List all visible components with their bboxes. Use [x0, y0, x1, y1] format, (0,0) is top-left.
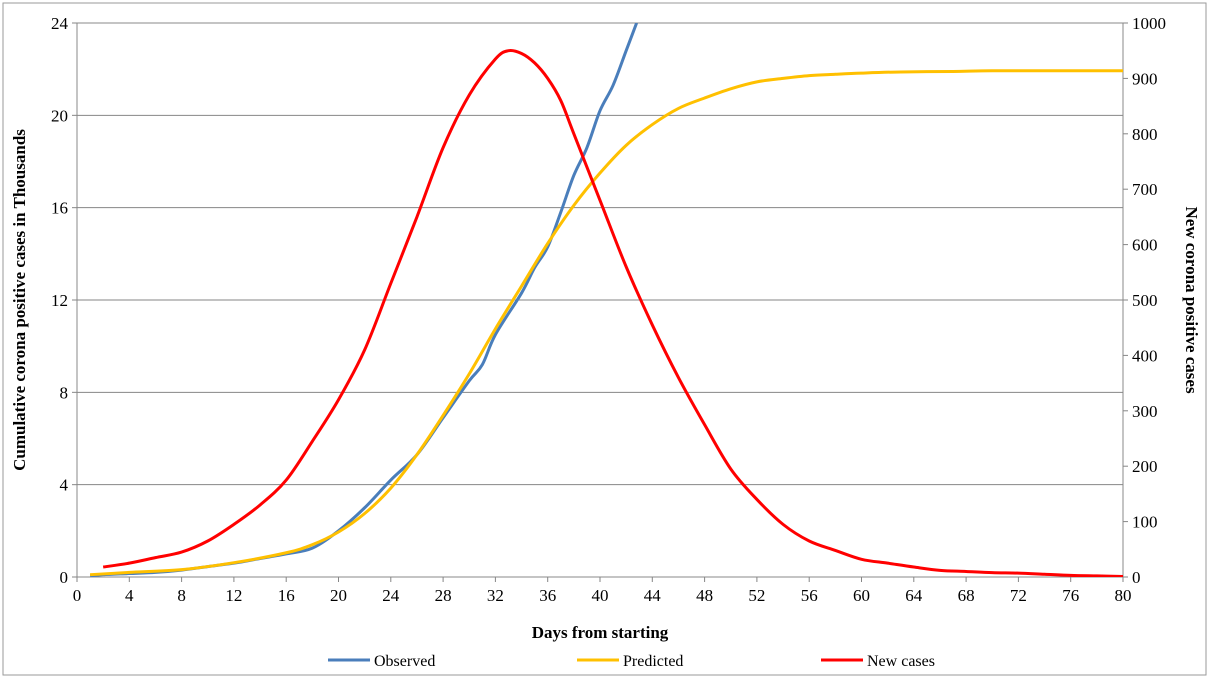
x-tick-label: 16 — [278, 586, 295, 605]
y-right-tick-label: 300 — [1132, 402, 1158, 421]
x-tick-label: 56 — [801, 586, 818, 605]
y-right-tick-label: 900 — [1132, 69, 1158, 88]
y-left-tick-label: 20 — [51, 106, 68, 125]
y-left-tick-label: 12 — [51, 291, 68, 310]
legend: Observed Predicted New cases — [328, 653, 935, 670]
x-tick-label: 80 — [1115, 586, 1132, 605]
predicted-line — [89, 69, 1123, 577]
x-tick-label: 48 — [696, 586, 713, 605]
x-tick-label: 4 — [125, 586, 134, 605]
x-tick-label: 44 — [644, 586, 662, 605]
legend-label-new-cases: New cases — [867, 653, 935, 670]
x-tick-label: 36 — [539, 586, 556, 605]
y-right-tick-label: 0 — [1132, 568, 1141, 587]
new-cases-line — [102, 48, 1123, 577]
y-left-tick-label: 16 — [51, 199, 68, 218]
x-tick-label: 32 — [487, 586, 504, 605]
x-tick-label: 60 — [853, 586, 870, 605]
y-left-tick-label: 0 — [60, 568, 69, 587]
x-tick-label: 64 — [905, 586, 923, 605]
legend-label-predicted: Predicted — [623, 653, 683, 670]
x-tick-label: 24 — [382, 586, 400, 605]
x-tick-label: 72 — [1010, 586, 1027, 605]
y-axis-left-title: Cumulative corona positive cases in Thou… — [10, 129, 29, 471]
x-tick-label: 76 — [1062, 586, 1079, 605]
y-left-tick-label: 24 — [51, 14, 69, 33]
y-right-tick-label: 100 — [1132, 513, 1158, 532]
x-tick-label: 40 — [592, 586, 609, 605]
x-tick-label: 8 — [177, 586, 186, 605]
ticks — [72, 22, 1128, 582]
x-tick-label: 52 — [748, 586, 765, 605]
y-right-tick-label: 400 — [1132, 346, 1158, 365]
x-tick-label: 68 — [958, 586, 975, 605]
y-left-tick-label: 4 — [60, 476, 69, 495]
x-tick-label: 0 — [73, 586, 82, 605]
y-right-tick-label: 700 — [1132, 180, 1158, 199]
x-tick-label: 20 — [330, 586, 347, 605]
series-layer — [89, 23, 1123, 577]
y-right-tick-label: 500 — [1132, 291, 1158, 310]
legend-label-observed: Observed — [374, 653, 435, 670]
tick-labels: 0481216202401002003004005006007008009001… — [51, 14, 1166, 605]
y-axis-right-title: New corona positive cases — [1182, 206, 1201, 394]
x-tick-label: 12 — [225, 586, 242, 605]
x-tick-label: 28 — [435, 586, 452, 605]
y-right-tick-label: 600 — [1132, 236, 1158, 255]
y-right-tick-label: 200 — [1132, 457, 1158, 476]
y-left-tick-label: 8 — [60, 383, 69, 402]
y-right-tick-label: 1000 — [1132, 14, 1166, 33]
x-axis-title: Days from starting — [532, 623, 669, 642]
y-right-tick-label: 800 — [1132, 125, 1158, 144]
